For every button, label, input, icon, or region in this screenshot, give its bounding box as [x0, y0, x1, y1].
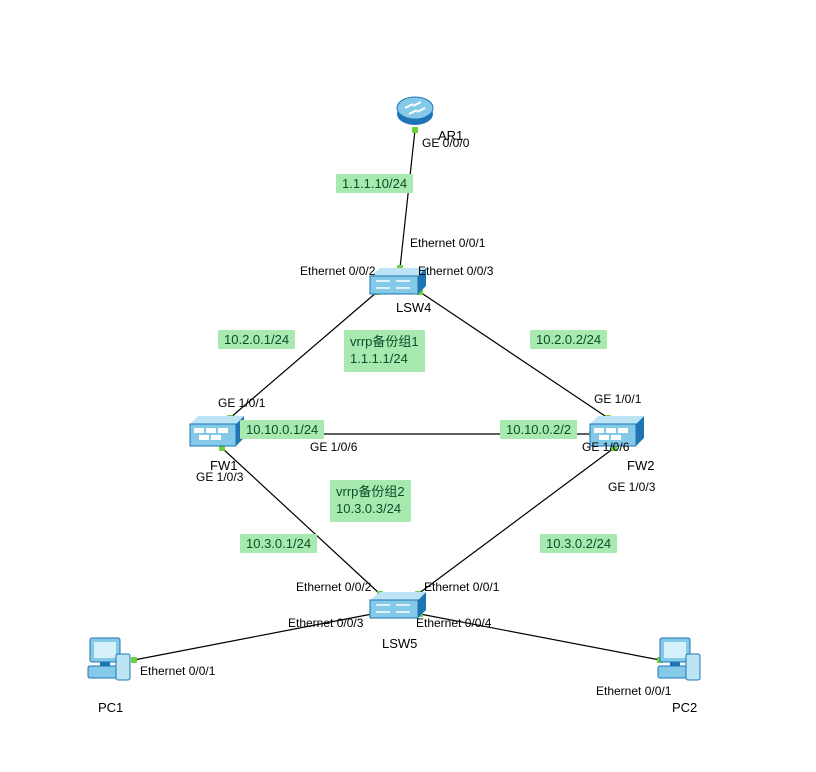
router-ar1[interactable]	[395, 90, 435, 130]
pc-pc2[interactable]	[656, 634, 704, 684]
firewall-fw1[interactable]	[188, 414, 246, 448]
firewall-fw2-label: FW2	[627, 458, 654, 473]
ip-badge: 10.10.0.2/2	[500, 420, 577, 439]
port-label: Ethernet 0/0/1	[424, 580, 499, 594]
port-label: Ethernet 0/0/2	[296, 580, 371, 594]
port-label: Ethernet 0/0/1	[140, 664, 215, 678]
ip-badge: 10.3.0.2/24	[540, 534, 617, 553]
port-label: Ethernet 0/0/1	[596, 684, 671, 698]
vrrp-badge: vrrp备份组2 10.3.0.3/24	[330, 480, 411, 522]
switch-lsw4-label: LSW4	[396, 300, 431, 315]
port-label: GE 1/0/6	[582, 440, 629, 454]
port-label: GE 1/0/3	[608, 480, 655, 494]
ip-badge: 1.1.1.10/24	[336, 174, 413, 193]
pc-pc1[interactable]	[86, 634, 134, 684]
ip-badge: 10.10.0.1/24	[240, 420, 324, 439]
pc-pc2-label: PC2	[672, 700, 697, 715]
port-label: Ethernet 0/0/3	[288, 616, 363, 630]
ip-badge: 10.3.0.1/24	[240, 534, 317, 553]
port-label: GE 1/0/1	[218, 396, 265, 410]
port-label: Ethernet 0/0/3	[418, 264, 493, 278]
topology-canvas: { "canvas": { "width": 816, "height": 77…	[0, 0, 816, 772]
port-label: Ethernet 0/0/2	[300, 264, 375, 278]
port-label: GE 0/0/0	[422, 136, 469, 150]
switch-lsw5-label: LSW5	[382, 636, 417, 651]
port-label: Ethernet 0/0/1	[410, 236, 485, 250]
vrrp-badge: vrrp备份组1 1.1.1.1/24	[344, 330, 425, 372]
port-label: Ethernet 0/0/4	[416, 616, 491, 630]
port-label: GE 1/0/1	[594, 392, 641, 406]
pc-pc1-label: PC1	[98, 700, 123, 715]
ip-badge: 10.2.0.2/24	[530, 330, 607, 349]
port-label: GE 1/0/3	[196, 470, 243, 484]
link-fw2-lsw5	[418, 448, 614, 594]
port-label: GE 1/0/6	[310, 440, 357, 454]
link-lsw4-fw2	[420, 292, 608, 418]
ip-badge: 10.2.0.1/24	[218, 330, 295, 349]
